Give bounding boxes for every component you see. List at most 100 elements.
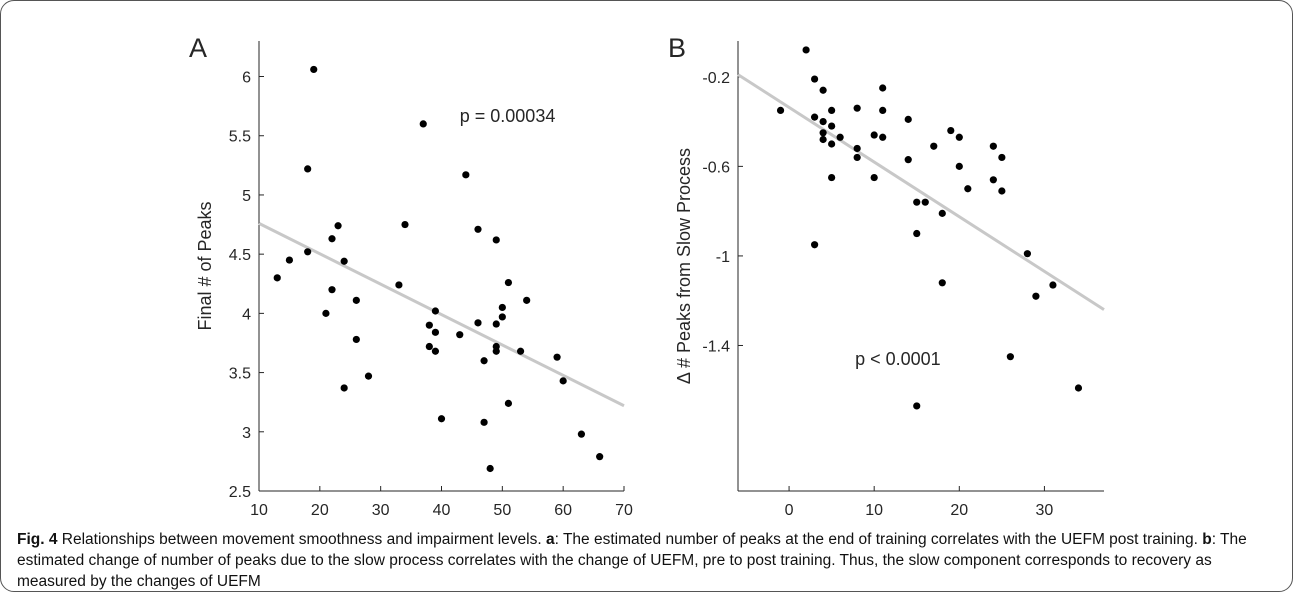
point (811, 241, 819, 249)
point (456, 331, 464, 339)
point (989, 142, 997, 150)
y-axis-label: Δ # Peaks from Slow Process (674, 148, 694, 384)
y-tick-label: 4.5 (229, 247, 251, 264)
point (310, 65, 318, 74)
point (492, 236, 500, 244)
point (938, 279, 946, 287)
caption-a-text: : The estimated number of peaks at the e… (554, 531, 1198, 548)
point (819, 135, 827, 144)
point (334, 222, 342, 230)
annotation: p = 0.00034 (460, 106, 556, 126)
x-tick-label: 0 (785, 502, 794, 519)
point (364, 372, 373, 380)
point (828, 106, 836, 115)
point (516, 347, 525, 355)
point (947, 126, 955, 135)
x-tick-label: 50 (493, 502, 511, 519)
point (480, 418, 488, 426)
fit-line (258, 222, 625, 408)
y-tick-label: 6 (242, 70, 251, 87)
point (596, 453, 604, 461)
point (285, 256, 294, 264)
point (523, 296, 531, 304)
point (989, 176, 997, 184)
point (498, 303, 506, 312)
x-tick-label: 40 (433, 502, 451, 519)
point (352, 335, 360, 344)
point (828, 173, 836, 182)
point (955, 162, 963, 170)
point (328, 286, 336, 294)
point (352, 296, 360, 304)
x-tick-label: 70 (615, 502, 633, 519)
point (913, 198, 921, 206)
point (340, 384, 348, 392)
point (853, 104, 861, 112)
point (395, 281, 403, 289)
y-tick-label: 2.5 (229, 484, 251, 501)
point (431, 328, 440, 336)
panel-label: A (189, 33, 207, 63)
panel-label: B (668, 33, 686, 63)
x-tick-label: 10 (865, 502, 883, 519)
x-tick-label: 30 (1036, 502, 1054, 519)
point (498, 313, 506, 321)
point (462, 171, 470, 179)
point (964, 185, 972, 193)
point (437, 415, 446, 423)
point (811, 75, 819, 83)
point (328, 235, 336, 243)
point (930, 142, 938, 150)
y-tick-label: 5.5 (229, 129, 251, 146)
point (879, 106, 887, 115)
point (304, 248, 312, 256)
point (401, 220, 409, 229)
point (955, 133, 963, 141)
point (492, 347, 500, 355)
point (431, 307, 440, 315)
point (492, 320, 500, 328)
point (879, 133, 887, 141)
x-tick-label: 10 (250, 502, 268, 519)
y-axis-label: Final # of Peaks (195, 201, 215, 330)
caption-b-label: b (1202, 531, 1212, 548)
point (1049, 281, 1057, 289)
point (828, 122, 836, 130)
point (819, 117, 827, 126)
point (340, 257, 348, 265)
y-tick-label: 3 (242, 425, 251, 442)
caption-a-label: a (546, 531, 555, 548)
point (419, 120, 427, 128)
point (474, 225, 482, 233)
point (504, 399, 513, 407)
point (853, 144, 861, 153)
point (273, 274, 281, 282)
point (553, 353, 561, 361)
point (938, 209, 946, 217)
y-tick-label: -1 (716, 249, 730, 266)
point (921, 198, 929, 206)
y-tick-label: 4 (242, 306, 251, 323)
point (1023, 250, 1031, 258)
point (870, 131, 878, 139)
point (1074, 384, 1083, 392)
point (913, 402, 921, 410)
y-tick-label: -1.4 (702, 338, 730, 355)
x-tick-label: 60 (554, 502, 572, 519)
point (431, 347, 440, 355)
point (504, 278, 513, 287)
point (776, 106, 785, 115)
fit-line (737, 73, 1105, 311)
y-tick-label: -0.6 (702, 159, 730, 176)
x-tick-label: 20 (311, 502, 329, 519)
point (913, 229, 921, 238)
y-tick-label: -0.2 (702, 70, 730, 87)
point (559, 377, 567, 385)
point (1006, 353, 1014, 361)
y-tick-label: 3.5 (229, 366, 251, 383)
y-tick-label: 5 (242, 188, 251, 205)
point (425, 321, 433, 329)
point (480, 357, 488, 365)
